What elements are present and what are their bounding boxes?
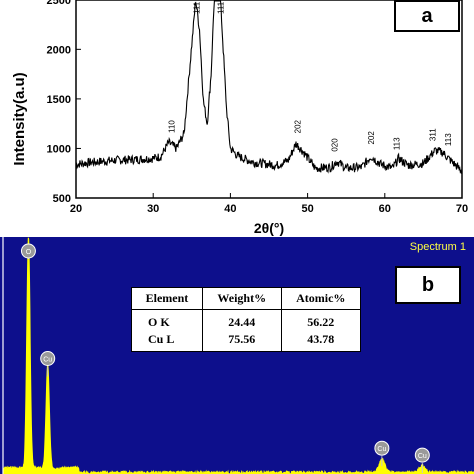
xrd-pattern-line [75,0,463,174]
peak-label: 202 [367,131,376,145]
marker-circle [414,447,430,463]
peak-label: 113 [444,133,453,146]
y-tick-label: 2000 [47,44,71,56]
table-cell: 43.78 [307,332,335,346]
marker-circle [40,351,56,366]
xrd-chart: 500 1000 1500 2000 2500 20 30 40 50 60 70 2θ(°) Inte… [11,0,468,236]
edx-spectrum-panel: Cu O Cu Cu Spectrum 1 [0,237,474,474]
marker-circle [374,440,390,456]
element-marker: Cu [414,447,430,474]
peak-label: 111 [216,1,225,14]
element-marker: Cu [40,351,56,377]
table-header: Atomic% [281,287,361,310]
marker-label: O [26,249,32,256]
peak-label: 311 [429,128,438,141]
table-cell: 24.44 [202,309,282,331]
x-tick-label: 20 [70,203,82,215]
table-header: Weight% [202,287,282,310]
marker-circle [20,243,36,259]
panel-label-b: b [395,266,461,304]
y-axis-label: Intensity(a.u) [11,72,28,165]
peak-label: 110 [168,120,177,133]
x-tick-label: 40 [224,203,236,215]
element-marker: O [20,243,36,259]
peak-label: 020 [331,138,340,152]
table-header: Element [131,287,203,310]
marker-label: Cu [43,357,52,364]
table-cell: Cu L [131,331,203,352]
table-cell: O K [131,309,203,331]
y-tick-label: 500 [53,193,71,205]
x-tick-label: 70 [456,203,468,215]
y-tick-label: 1000 [47,143,71,155]
x-tick-label: 60 [379,203,391,215]
panel-label-a: a [394,0,460,32]
y-tick-label: 2500 [47,0,71,7]
table-cell: 56.22 [307,315,335,329]
peak-label: 202 [294,119,303,133]
x-axis-label: 2θ(°) [254,220,284,236]
peak-label: 113 [392,137,401,150]
x-tick-label: 50 [301,203,313,215]
table-cell: 75.56 [202,331,282,352]
spectrum-title: Spectrum 1 [409,241,466,253]
element-marker: Cu [374,440,390,467]
x-tick-label: 30 [147,203,159,215]
peak-label: 111 [192,1,201,14]
composition-table: Element Weight% Atomic% O K 24.44 56.22 … [131,287,361,352]
table-header-row: Element Weight% Atomic% [131,287,361,310]
marker-label: Cu [418,453,427,460]
table-row: Cu L 75.56 43.78 [131,331,361,352]
y-tick-label: 1500 [47,94,71,106]
edx-spectrum-chart: Cu O Cu Cu [2,237,474,474]
marker-label: Cu [377,446,386,453]
table-row: O K 24.44 56.22 [131,309,361,331]
edx-spectrum-fill [3,237,474,474]
